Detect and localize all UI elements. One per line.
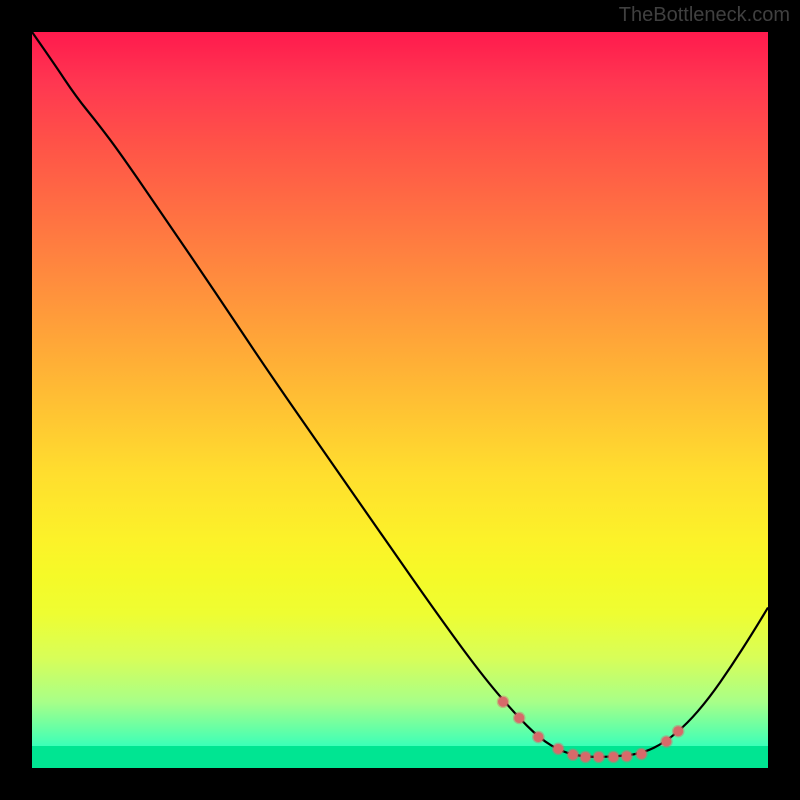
highlight-dots (497, 695, 685, 763)
dot (533, 732, 543, 742)
dot (553, 744, 563, 754)
dot (673, 726, 683, 736)
dot (608, 752, 618, 762)
curve-layer (32, 32, 768, 768)
dot (580, 752, 590, 762)
plot-area (32, 32, 768, 768)
dot (514, 713, 524, 723)
dot (622, 751, 632, 761)
watermark-text: TheBottleneck.com (619, 4, 790, 27)
dot (498, 697, 508, 707)
dot (636, 749, 646, 759)
dot (568, 750, 578, 760)
dot (661, 737, 671, 747)
dot (594, 752, 604, 762)
bottleneck-curve (32, 32, 768, 757)
